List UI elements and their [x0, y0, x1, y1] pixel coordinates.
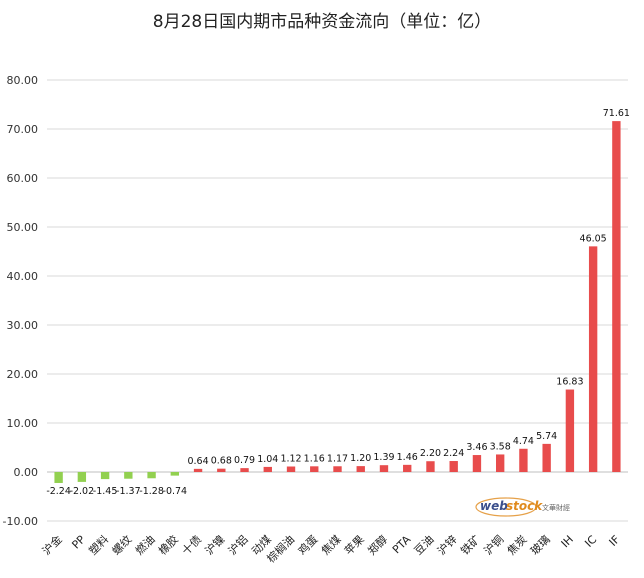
data-label: 71.61 — [603, 108, 630, 119]
bar-1 — [77, 472, 87, 482]
x-tick-label: 鸡蛋 — [295, 532, 320, 557]
y-tick-label: -10.00 — [3, 515, 38, 528]
x-tick-label: IF — [607, 533, 623, 549]
webstock-watermark: web stock 文華財經 — [475, 497, 570, 517]
x-tick-label: 玻璃 — [527, 532, 552, 557]
y-tick-label: 50.00 — [7, 221, 39, 234]
bar-21 — [542, 443, 551, 472]
bar-22 — [565, 389, 575, 472]
bars — [54, 121, 621, 483]
x-tick-label: 燃油 — [132, 532, 157, 557]
x-tick-label: IC — [582, 533, 599, 550]
x-tick-label: 沪金 — [39, 532, 64, 557]
chart-title: 8月28日国内期市品种资金流向（单位：亿） — [153, 12, 491, 32]
data-label: -1.37 — [116, 486, 141, 497]
data-label: 0.79 — [234, 455, 255, 466]
data-label: 1.16 — [304, 453, 325, 464]
bar-14 — [379, 465, 389, 472]
bar-18 — [472, 455, 482, 472]
x-tick-label: 焦煤 — [319, 533, 344, 558]
data-labels: -2.24-2.02-1.45-1.37-1.28-0.74 0.64 0.68 0.… — [46, 108, 630, 497]
bar-8 — [240, 468, 249, 472]
y-tick-label: 0.00 — [14, 466, 39, 479]
data-label: 1.17 — [327, 453, 348, 464]
bar-24 — [612, 121, 621, 473]
watermark-brand-left: web — [480, 499, 508, 513]
data-label: 1.20 — [350, 453, 371, 464]
watermark-swoosh-icon — [475, 497, 537, 517]
watermark-brand-cn: 文華財經 — [542, 503, 570, 512]
x-tick-label: IH — [559, 533, 576, 550]
data-label: -1.28 — [139, 486, 164, 497]
x-tick-label: 沪铝 — [225, 532, 250, 557]
data-label: 2.24 — [443, 448, 464, 459]
x-tick-label: 塑料 — [86, 532, 111, 557]
x-tick-label: 焦炭 — [505, 533, 530, 558]
bar-5 — [170, 472, 180, 476]
y-tick-label: 60.00 — [7, 172, 39, 185]
bar-16 — [426, 461, 435, 472]
grid-lines — [47, 79, 628, 522]
data-label: 1.12 — [280, 454, 301, 465]
bar-12 — [333, 466, 342, 472]
y-tick-label: 30.00 — [7, 319, 39, 332]
data-label: 1.46 — [397, 452, 418, 463]
bar-15 — [403, 464, 412, 472]
x-tick-label: 豆油 — [411, 532, 436, 557]
bar-19 — [495, 454, 505, 472]
data-label: -1.45 — [93, 486, 118, 497]
x-tick-label: 苹果 — [341, 532, 366, 557]
bar-17 — [449, 461, 458, 472]
bar-0 — [54, 472, 63, 483]
data-label: -0.74 — [163, 486, 188, 497]
data-label: 2.20 — [420, 448, 441, 459]
y-tick-label: 40.00 — [7, 270, 39, 283]
x-tick-label: 郑醇 — [365, 532, 390, 557]
data-label: 0.64 — [187, 456, 208, 467]
bar-9 — [263, 466, 272, 472]
bar-10 — [286, 466, 296, 472]
data-label: 3.46 — [466, 442, 487, 453]
x-tick-label: 橡胶 — [155, 532, 180, 557]
y-axis-ticks: -10.00 0.00 10.00 20.00 30.00 40.00 50.00 60.00… — [3, 74, 38, 528]
x-tick-label: 螺纹 — [109, 532, 134, 557]
x-tick-label: 沪锌 — [434, 532, 459, 557]
bar-2 — [100, 472, 110, 480]
y-tick-label: 80.00 — [7, 74, 39, 87]
bar-3 — [124, 472, 133, 479]
bar-7 — [217, 468, 226, 472]
bar-13 — [356, 466, 365, 472]
data-label: 1.04 — [257, 454, 278, 465]
y-tick-label: 70.00 — [7, 123, 39, 136]
x-tick-label: 沪铜 — [481, 532, 506, 557]
data-label: 0.68 — [211, 456, 232, 467]
y-tick-label: 20.00 — [7, 368, 39, 381]
x-tick-label: PTA — [390, 533, 414, 557]
bar-23 — [588, 246, 598, 472]
x-tick-label: 十债 — [179, 532, 204, 557]
data-label: 3.58 — [490, 441, 511, 452]
bar-20 — [519, 448, 528, 472]
data-label: 1.39 — [373, 452, 394, 463]
bar-6 — [193, 468, 203, 472]
data-label: -2.24 — [46, 486, 71, 497]
data-label: 16.83 — [556, 377, 583, 388]
bar-4 — [147, 472, 156, 479]
x-tick-label: 铁矿 — [458, 533, 483, 558]
data-label: -2.02 — [70, 486, 95, 497]
y-tick-label: 10.00 — [7, 417, 39, 430]
watermark-brand-right: stock — [506, 499, 543, 513]
x-tick-label: 沪镍 — [202, 532, 227, 557]
data-label: 46.05 — [580, 233, 607, 244]
data-label: 5.74 — [536, 431, 557, 442]
bar-11 — [310, 466, 319, 472]
data-label: 4.74 — [513, 436, 534, 447]
